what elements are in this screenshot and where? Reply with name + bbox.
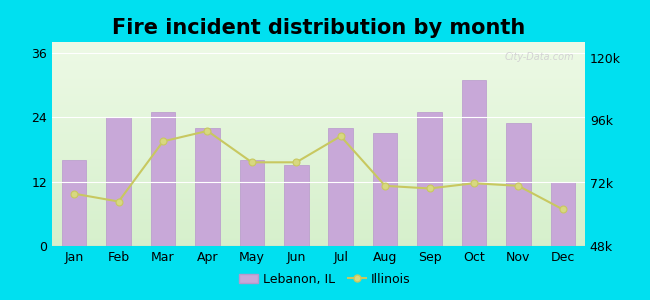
Bar [328,128,353,246]
Bar [62,160,86,246]
Bar [107,117,131,246]
Bar [240,160,264,246]
Bar [506,122,530,246]
Bar [284,166,309,246]
Title: Fire incident distribution by month: Fire incident distribution by month [112,18,525,38]
Text: City-Data.com: City-Data.com [504,52,575,62]
Bar [151,112,176,246]
Bar [417,112,442,246]
Legend: Lebanon, IL, Illinois: Lebanon, IL, Illinois [234,268,416,291]
Bar [195,128,220,246]
Bar [373,133,397,246]
Bar [551,182,575,246]
Bar [462,80,486,246]
